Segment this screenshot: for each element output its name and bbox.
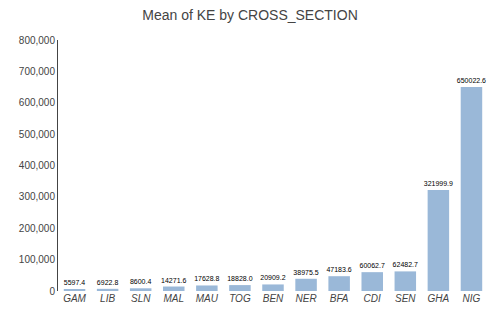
svg-text:300,000: 300,000 [19, 191, 56, 202]
svg-text:62482.7: 62482.7 [393, 261, 418, 268]
svg-text:700,000: 700,000 [19, 66, 56, 77]
svg-text:SLN: SLN [131, 293, 151, 304]
svg-text:NIG: NIG [463, 293, 481, 304]
svg-text:GAM: GAM [63, 293, 86, 304]
svg-text:BEN: BEN [263, 293, 284, 304]
svg-text:400,000: 400,000 [19, 160, 56, 171]
svg-text:100,000: 100,000 [19, 254, 56, 265]
svg-text:200,000: 200,000 [19, 223, 56, 234]
svg-text:NER: NER [296, 293, 317, 304]
svg-text:LIB: LIB [100, 293, 115, 304]
svg-text:MAU: MAU [196, 293, 219, 304]
svg-text:321999.9: 321999.9 [424, 180, 453, 187]
svg-text:TOG: TOG [229, 293, 251, 304]
svg-text:5597.4: 5597.4 [64, 279, 86, 286]
svg-text:0: 0 [49, 286, 55, 297]
svg-text:CDI: CDI [364, 293, 381, 304]
svg-text:MAL: MAL [163, 293, 184, 304]
svg-text:60062.7: 60062.7 [360, 262, 385, 269]
svg-text:800,000: 800,000 [19, 35, 56, 46]
svg-text:8600.4: 8600.4 [130, 278, 152, 285]
svg-text:600,000: 600,000 [19, 97, 56, 108]
svg-text:47183.6: 47183.6 [326, 266, 351, 273]
svg-text:SEN: SEN [395, 293, 416, 304]
svg-text:20909.2: 20909.2 [260, 274, 285, 281]
svg-text:650022.6: 650022.6 [457, 77, 486, 84]
svg-text:BFA: BFA [330, 293, 349, 304]
svg-text:14271.6: 14271.6 [161, 277, 186, 284]
svg-text:GHA: GHA [428, 293, 450, 304]
svg-text:6922.8: 6922.8 [97, 279, 119, 286]
svg-text:18828.0: 18828.0 [227, 275, 252, 282]
svg-text:Mean of KE by CROSS_SECTION: Mean of KE by CROSS_SECTION [142, 7, 358, 23]
svg-text:500,000: 500,000 [19, 129, 56, 140]
svg-text:17628.8: 17628.8 [194, 275, 219, 282]
svg-text:38975.5: 38975.5 [293, 269, 318, 276]
